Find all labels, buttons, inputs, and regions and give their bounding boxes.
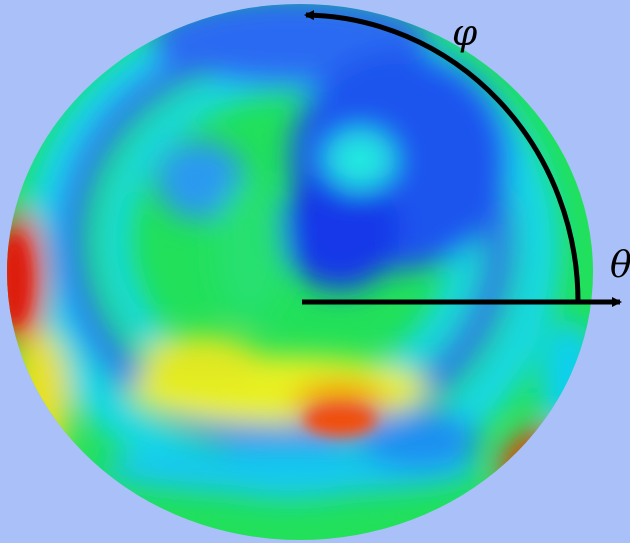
theta-label: θ (610, 245, 630, 286)
phi-label: φ (452, 13, 478, 54)
phi-arc (304, 10, 581, 303)
